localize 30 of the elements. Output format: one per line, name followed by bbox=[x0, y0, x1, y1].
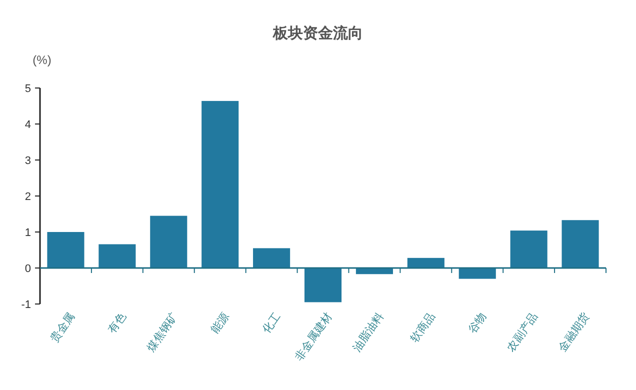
y-tick-label: 2 bbox=[24, 190, 31, 203]
x-tick-label: 谷物 bbox=[466, 311, 489, 336]
y-tick-label: 3 bbox=[24, 154, 31, 167]
y-axis-title: (%) bbox=[32, 53, 52, 67]
y-tick-label: 0 bbox=[24, 262, 31, 275]
y-tick-label: 1 bbox=[24, 226, 31, 239]
bar bbox=[98, 244, 136, 268]
x-tick-label: 有色 bbox=[106, 311, 129, 336]
bar bbox=[47, 232, 84, 268]
x-tick-label: 煤焦钢矿 bbox=[144, 310, 180, 354]
x-tick-label: 贵金属 bbox=[48, 310, 78, 345]
bar bbox=[407, 258, 444, 268]
bar bbox=[150, 216, 188, 268]
x-tick-label: 金融期货 bbox=[556, 311, 592, 354]
y-tick-label: 4 bbox=[24, 118, 31, 131]
bar bbox=[253, 248, 290, 268]
y-tick-label: -1 bbox=[21, 298, 31, 311]
x-tick-label: 农副产品 bbox=[504, 310, 540, 354]
bar bbox=[562, 220, 599, 268]
x-tick-label: 化工 bbox=[260, 311, 284, 336]
bar bbox=[510, 230, 548, 268]
bar bbox=[304, 268, 342, 302]
x-tick-label: 油脂油料 bbox=[350, 310, 386, 354]
x-tick-label: 非金属建材 bbox=[292, 310, 335, 363]
y-tick-label: 5 bbox=[24, 82, 31, 95]
x-tick-label: 能源 bbox=[208, 310, 232, 336]
bar bbox=[202, 100, 239, 268]
bar bbox=[458, 268, 496, 279]
x-tick-label: 软商品 bbox=[408, 310, 438, 345]
chart-title: 板块资金流向 bbox=[272, 24, 363, 42]
